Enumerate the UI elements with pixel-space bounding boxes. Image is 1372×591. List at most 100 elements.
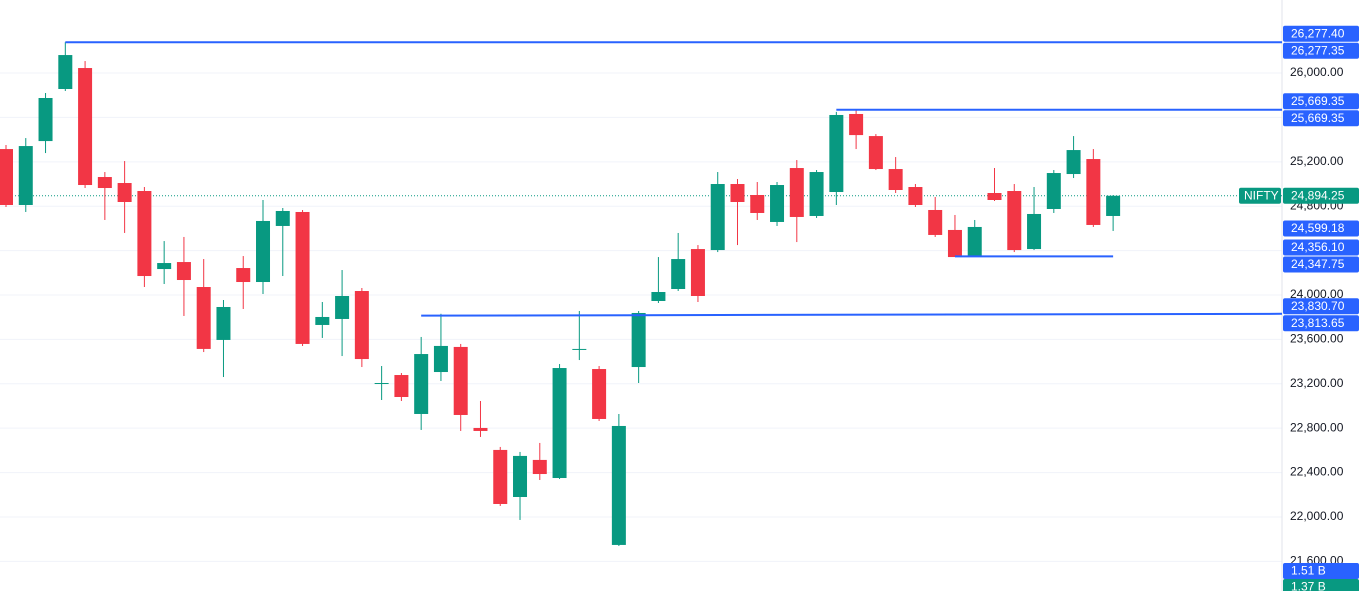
candle-body: [928, 209, 943, 235]
price-label: 25,669.35: [1283, 110, 1359, 127]
candle-body: [1106, 195, 1121, 216]
price-label: 23,813.65: [1283, 315, 1359, 332]
last-price-label-box: [1283, 187, 1359, 204]
candle-body: [137, 191, 152, 277]
price-label: 25,669.35: [1283, 93, 1359, 110]
price-label-box: [1283, 42, 1359, 59]
candle-body: [1046, 173, 1061, 209]
candle-body: [1086, 159, 1101, 225]
y-tick-label: 25,200.00: [1290, 154, 1344, 168]
candle-body: [58, 55, 73, 90]
price-label-text: 24,599.18: [1291, 221, 1345, 235]
candle-body: [275, 210, 290, 226]
last-price-label: 24,894.25: [1283, 187, 1359, 204]
candle-body: [295, 211, 310, 344]
candle-body: [176, 262, 191, 281]
price-label-box: [1283, 220, 1359, 237]
price-label-text: 25,669.35: [1291, 111, 1345, 125]
candle-body: [335, 295, 350, 319]
candle-body: [611, 425, 626, 545]
candle-body: [157, 263, 172, 270]
candle-body: [908, 187, 923, 205]
candle-body: [789, 168, 804, 217]
candle-body: [493, 449, 508, 504]
price-label: 26,277.35: [1283, 42, 1359, 59]
candle-body: [513, 455, 528, 497]
candle-body: [374, 383, 389, 385]
price-label-text: 26,277.40: [1291, 26, 1345, 40]
price-label: 24,347.75: [1283, 256, 1359, 273]
candle-body: [829, 114, 844, 193]
volume-label-text: 1.37 B: [1291, 580, 1326, 591]
candle-body: [947, 229, 962, 258]
y-tick-label: 24,000.00: [1290, 287, 1344, 301]
price-label-text: 24,347.75: [1291, 257, 1345, 271]
candle-body: [770, 185, 785, 222]
price-label: 23,830.70: [1283, 298, 1359, 315]
price-label-text: 26,277.35: [1291, 43, 1345, 57]
candle-body: [552, 368, 567, 479]
candle-body: [651, 292, 666, 301]
candle-body: [750, 195, 765, 213]
candle-body: [196, 287, 211, 349]
candle-body: [631, 312, 646, 368]
candle-body: [1007, 191, 1022, 251]
price-label-box: [1283, 110, 1359, 127]
y-tick-label: 23,200.00: [1290, 376, 1344, 390]
candle-body: [967, 226, 982, 257]
candle-body: [78, 68, 93, 186]
candle-body: [394, 375, 409, 397]
y-tick-label: 22,400.00: [1290, 465, 1344, 479]
candle-body: [730, 184, 745, 202]
volume-label-text: 1.51 B: [1291, 564, 1326, 578]
candle-body: [888, 169, 903, 191]
y-tick-label: 22,800.00: [1290, 420, 1344, 434]
last-price-name-box: [1239, 187, 1281, 204]
candle-body: [18, 146, 33, 205]
y-tick-label: 22,000.00: [1290, 509, 1344, 523]
price-label-text: 23,813.65: [1291, 316, 1345, 330]
volume-label: 1.37 B: [1283, 579, 1359, 591]
candle-body: [987, 193, 1002, 200]
candle-body: [532, 459, 547, 475]
candle-body: [97, 177, 112, 189]
price-label-text: 24,356.10: [1291, 240, 1345, 254]
price-label-box: [1283, 25, 1359, 42]
candle-body: [690, 249, 705, 296]
candle-body: [0, 149, 13, 205]
y-tick-label: 23,600.00: [1290, 332, 1344, 346]
candle-body: [1066, 150, 1081, 175]
candle-body: [849, 113, 864, 136]
volume-label: 1.51 B: [1283, 563, 1359, 579]
last-price-name-text: NIFTY: [1244, 188, 1279, 202]
price-label: 26,277.40: [1283, 25, 1359, 42]
price-label-box: [1283, 93, 1359, 110]
price-label-text: 25,669.35: [1291, 94, 1345, 108]
candle-body: [453, 346, 468, 415]
candle-body: [473, 427, 488, 431]
candle-body: [809, 172, 824, 216]
candle-body: [38, 98, 53, 142]
last-price-label-text: 24,894.25: [1291, 188, 1345, 202]
price-label-box: [1283, 315, 1359, 332]
candle-body: [868, 136, 883, 170]
candle-body: [671, 259, 686, 290]
price-label-text: 23,830.70: [1291, 299, 1345, 313]
candle-body: [710, 184, 725, 251]
candle-body: [572, 348, 587, 350]
price-label: 24,356.10: [1283, 239, 1359, 256]
last-price-name: NIFTY: [1239, 187, 1281, 204]
candle-body: [414, 354, 429, 414]
price-label: 24,599.18: [1283, 220, 1359, 237]
candle-body: [256, 220, 271, 283]
candle-body: [236, 268, 251, 283]
candle-body: [354, 291, 369, 360]
y-tick-label: 26,000.00: [1290, 65, 1344, 79]
price-label-box: [1283, 298, 1359, 315]
candle-body: [315, 316, 330, 325]
trend-line: [421, 312, 1283, 317]
price-label-box: [1283, 256, 1359, 273]
candle-body: [117, 183, 132, 202]
candle-body: [592, 369, 607, 419]
